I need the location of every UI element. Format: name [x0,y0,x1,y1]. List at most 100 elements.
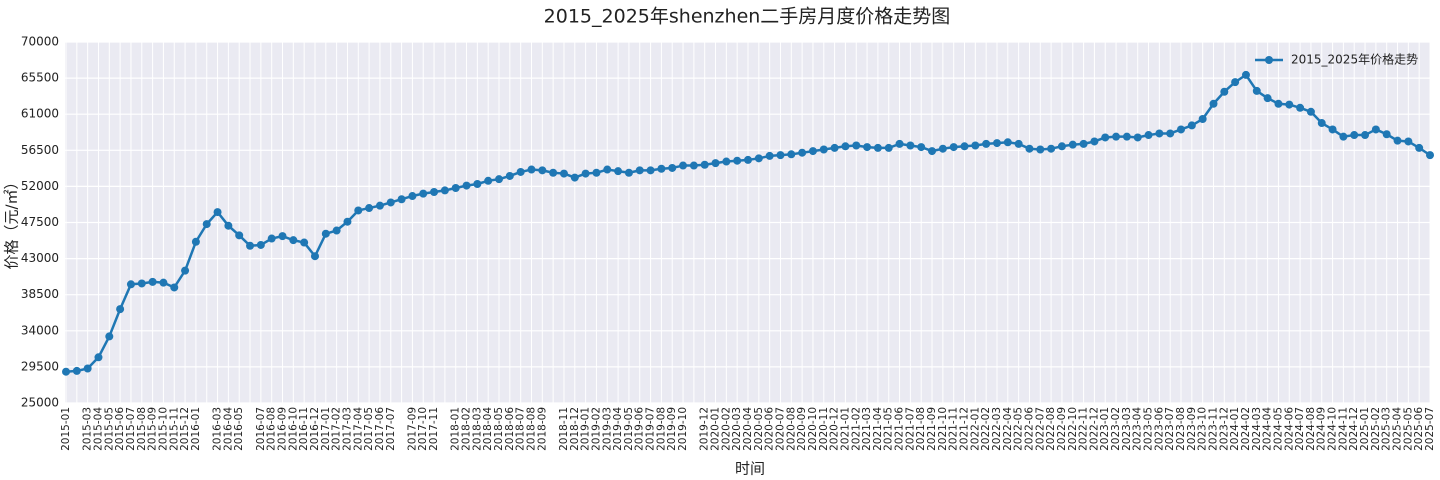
marker [1371,125,1380,134]
x-tick-label: 2016-04 [222,407,234,451]
marker [116,305,125,314]
x-tick-label: 2020-05 [753,407,765,451]
marker [354,206,363,215]
marker [1361,131,1370,140]
x-tick-label: 2023-09 [1186,407,1198,451]
y-tick-label: 70000 [21,35,59,49]
x-tick-label: 2016-07 [255,407,267,451]
marker [1057,142,1066,151]
marker [917,143,926,152]
x-tick-label: 2020-11 [818,407,830,451]
x-tick-label: 2024-01 [1229,407,1241,451]
marker [1036,145,1045,154]
marker [982,139,991,148]
marker [148,277,157,286]
x-tick-label: 2018-09 [536,407,548,451]
marker [646,166,655,175]
legend-label: 2015_2025年价格走势 [1291,52,1418,67]
marker [873,143,882,152]
x-tick-label: 2023-05 [1143,407,1155,451]
marker [1133,133,1142,142]
x-tick-label: 2019-12 [699,407,711,451]
x-tick-label: 2022-01 [969,407,981,451]
marker [1187,121,1196,130]
x-tick-label: 2019-04 [612,407,624,451]
marker [1079,139,1088,148]
y-tick-label: 47500 [21,215,59,229]
x-tick-label: 2016-11 [298,407,310,451]
marker [581,169,590,178]
marker [852,141,861,150]
marker [1177,125,1186,134]
x-tick-label: 2020-12 [829,407,841,451]
marker [754,154,763,163]
marker [213,208,222,217]
x-tick-label: 2022-05 [1013,407,1025,451]
x-tick-label: 2018-03 [471,407,483,451]
marker [624,168,633,177]
marker [1144,131,1153,140]
x-tick-label: 2019-09 [666,407,678,451]
marker [516,167,525,176]
x-tick-label: 2023-06 [1153,407,1165,451]
x-tick-label: 2017-04 [352,407,364,451]
x-tick-label: 2017-02 [331,407,343,451]
marker [906,141,915,150]
marker [592,168,601,177]
marker [1252,86,1261,95]
marker [235,231,244,240]
x-tick-label: 2024-03 [1251,407,1263,451]
x-tick-label: 2020-08 [785,407,797,451]
x-tick-label: 2020-07 [774,407,786,451]
marker [170,283,179,292]
marker [744,155,752,164]
marker [830,143,839,152]
marker [884,143,893,152]
x-tick-label: 2024-12 [1348,407,1360,451]
x-tick-label: 2021-12 [959,407,971,451]
x-tick-label: 2020-01 [710,407,722,451]
x-tick-label: 2015-06 [114,407,126,451]
marker [202,220,211,229]
x-tick-label: 2024-02 [1240,407,1252,451]
x-tick-label: 2017-05 [363,407,375,451]
x-tick-label: 2018-11 [558,407,570,451]
marker [191,237,200,246]
x-tick-label: 2017-11 [428,407,440,451]
x-tick-label: 2017-03 [341,407,353,451]
x-tick-label: 2021-08 [915,407,927,451]
x-tick-label: 2015-12 [179,407,191,451]
x-tick-label: 2015-01 [60,407,72,451]
marker [105,332,114,341]
marker [1426,151,1434,160]
x-tick-label: 2021-03 [861,407,873,451]
marker [1209,99,1218,108]
x-tick-label: 2022-06 [1023,407,1035,451]
x-tick-label: 2017-01 [320,407,332,451]
x-tick-label: 2024-04 [1262,407,1274,451]
x-tick-label: 2021-10 [937,407,949,451]
x-tick-label: 2016-12 [309,407,321,451]
marker [928,147,937,156]
marker [126,280,135,289]
marker [278,232,287,241]
marker [440,186,449,195]
x-tick-label: 2024-08 [1305,407,1317,451]
y-tick-label: 43000 [21,251,59,265]
marker [1003,138,1012,147]
x-tick-label: 2025-05 [1402,407,1414,451]
marker [765,151,774,160]
marker [1122,132,1131,141]
marker [1166,129,1175,138]
marker [451,184,460,193]
marker [462,181,471,190]
x-tick-label: 2020-10 [807,407,819,451]
marker [603,165,612,174]
y-axis-label: 价格（元/㎡） [3,174,21,269]
x-tick-label: 2020-02 [720,407,732,451]
x-tick-label: 2019-08 [655,407,667,451]
x-tick-label: 2018-02 [461,407,473,451]
marker [1198,115,1207,124]
marker [1025,144,1034,153]
x-tick-label: 2025-04 [1392,407,1404,451]
